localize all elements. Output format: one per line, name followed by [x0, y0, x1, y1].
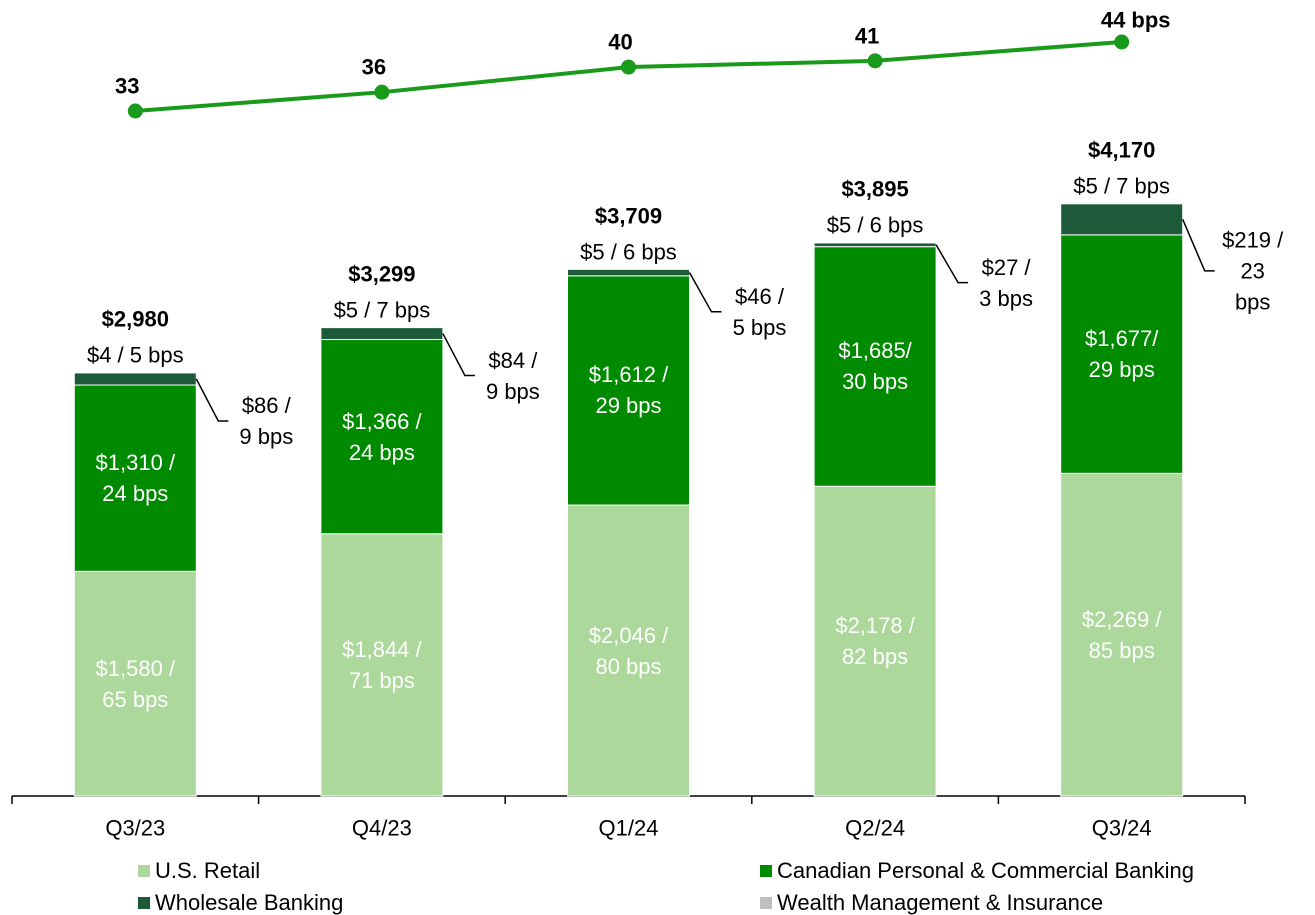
segment-label: $1,580 / 65 bps: [95, 655, 176, 712]
leader-line: [935, 244, 969, 284]
bar-segment: [567, 504, 690, 797]
bar-segment: [1060, 472, 1184, 797]
leader-line: [442, 333, 475, 377]
segment-label: $84 / 9 bps: [485, 347, 540, 404]
segment-label: $5 / 6 bps: [826, 212, 924, 238]
line-marker: [621, 59, 636, 75]
total-label: $4,170: [1088, 137, 1156, 163]
line-label: 36: [361, 54, 387, 80]
legend-label: Wealth Management & Insurance: [777, 890, 1104, 915]
legend-swatch: [138, 897, 150, 909]
bar-segment: [1060, 203, 1184, 236]
bar-segment: [567, 275, 690, 506]
segment-label: $2,178 / 82 bps: [835, 613, 915, 670]
bar-segment: [320, 533, 444, 797]
x-tick-label: Q2/24: [845, 815, 906, 841]
total-label: $3,895: [841, 176, 909, 202]
segment-label: $2,269 / 85 bps: [1081, 606, 1162, 663]
bar-segment: [73, 372, 197, 386]
bar-segment: [567, 268, 690, 277]
line-label: 44 bps: [1100, 7, 1171, 33]
segment-label: $46 / 5 bps: [732, 283, 787, 340]
segment-label: $2,046 / 80 bps: [588, 622, 669, 679]
x-tick-label: Q4/23: [351, 815, 412, 841]
bar-segment: [320, 327, 444, 341]
leader-line: [688, 272, 722, 313]
line-label: 41: [854, 23, 880, 49]
bar-segment: [813, 246, 937, 487]
segment-label: $86 / 9 bps: [239, 393, 294, 450]
legend-label: Canadian Personal & Commercial Banking: [777, 858, 1194, 883]
leader-line: [1182, 218, 1215, 272]
bar-segment: [1060, 234, 1184, 474]
segment-label: $4 / 5 bps: [86, 342, 184, 368]
segment-label: $5 / 7 bps: [1073, 173, 1171, 199]
bar-segment: [1060, 202, 1184, 205]
x-tick-label: Q3/24: [1091, 815, 1152, 841]
segment-label: $1,366 / 24 bps: [342, 408, 422, 465]
line-marker: [1114, 34, 1130, 50]
legend-label: U.S. Retail: [155, 858, 261, 883]
bar-segment: [73, 570, 197, 797]
segment-label: $1,612 / 29 bps: [588, 362, 669, 419]
segment-label: $1,844 / 71 bps: [342, 636, 422, 693]
segment-label: $27 / 3 bps: [979, 254, 1034, 311]
segment-label: $5 / 6 bps: [580, 239, 677, 265]
segment-label: $1,685/ 30 bps: [838, 338, 912, 395]
bar-segment: [813, 241, 937, 244]
bar-segment: [320, 326, 444, 329]
bar-segment: [73, 371, 197, 374]
segment-label: $5 / 7 bps: [333, 297, 431, 323]
line-marker: [374, 84, 390, 100]
bar-segment: [73, 384, 197, 572]
bar-segment: [567, 268, 690, 270]
total-label: $2,980: [101, 306, 169, 332]
bar-segment: [813, 485, 937, 797]
legend-swatch: [138, 865, 150, 877]
leader-line: [195, 378, 229, 422]
segment-label: $1,310 / 24 bps: [95, 450, 176, 507]
bar-segment: [813, 242, 937, 248]
segment-label: $219 / 23 bps: [1222, 227, 1284, 315]
total-label: $3,709: [594, 203, 663, 229]
segment-label: $1,677/ 29 bps: [1084, 326, 1159, 383]
legend-swatch: [760, 865, 772, 877]
line-marker: [867, 53, 883, 69]
line-label: 40: [608, 29, 633, 55]
line-marker: [127, 103, 143, 119]
legend-swatch: [760, 897, 772, 909]
x-tick-label: Q1/24: [598, 815, 659, 841]
total-label: $3,299: [348, 261, 416, 287]
legend-label: Wholesale Banking: [155, 890, 344, 915]
x-tick-label: Q3/23: [105, 815, 166, 841]
bar-segment: [320, 339, 444, 535]
line-label: 33: [115, 73, 140, 99]
